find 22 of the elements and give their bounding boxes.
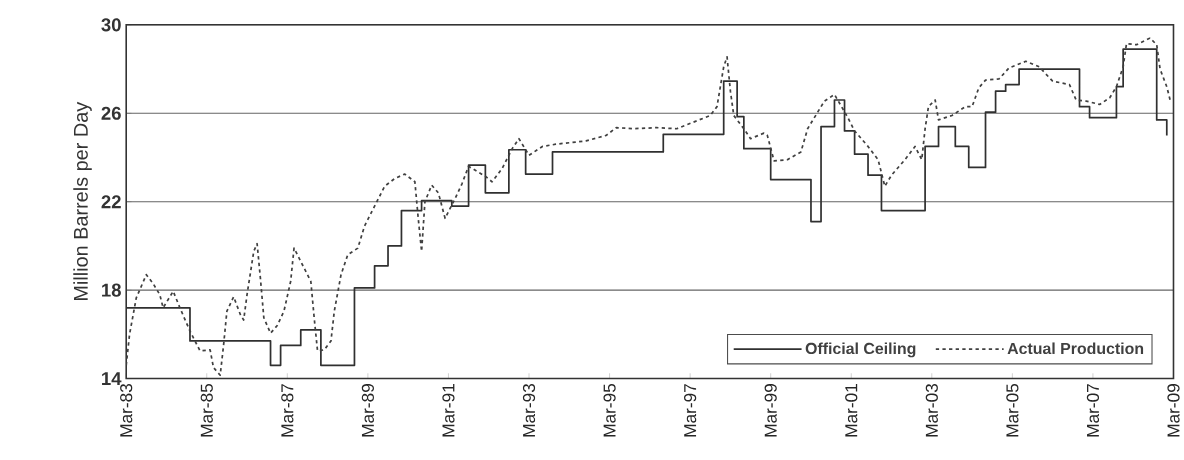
x-tick-label: Mar-85 <box>200 383 213 437</box>
y-axis-title: Million Barrels per Day <box>73 101 92 301</box>
x-tick-label: Mar-99 <box>764 384 777 437</box>
legend-label: Actual Production <box>1007 342 1144 355</box>
x-tick-label: Mar-01 <box>845 384 858 437</box>
x-tick-label: Mar-91 <box>442 384 455 437</box>
x-tick-label: Mar-97 <box>684 384 697 437</box>
x-tick-label: Mar-09 <box>1167 384 1180 437</box>
y-tick-label: 30 <box>101 18 121 32</box>
x-tick-label: Mar-95 <box>603 383 616 437</box>
y-tick-label: 18 <box>102 283 121 297</box>
y-tick-label: 22 <box>101 195 121 209</box>
x-tick-label: Mar-05 <box>1006 383 1019 437</box>
x-tick-label: Mar-87 <box>281 384 294 437</box>
x-tick-label: Mar-83 <box>120 383 133 437</box>
y-tick-label: 14 <box>102 372 122 385</box>
legend-label: Official Ceiling <box>805 342 916 358</box>
x-tick-label: Mar-89 <box>361 384 374 437</box>
x-tick-label: Mar-93 <box>522 383 536 437</box>
x-tick-label: Mar-07 <box>1086 384 1100 437</box>
y-tick-label: 26 <box>101 106 121 120</box>
x-tick-label: Mar-03 <box>925 383 938 437</box>
